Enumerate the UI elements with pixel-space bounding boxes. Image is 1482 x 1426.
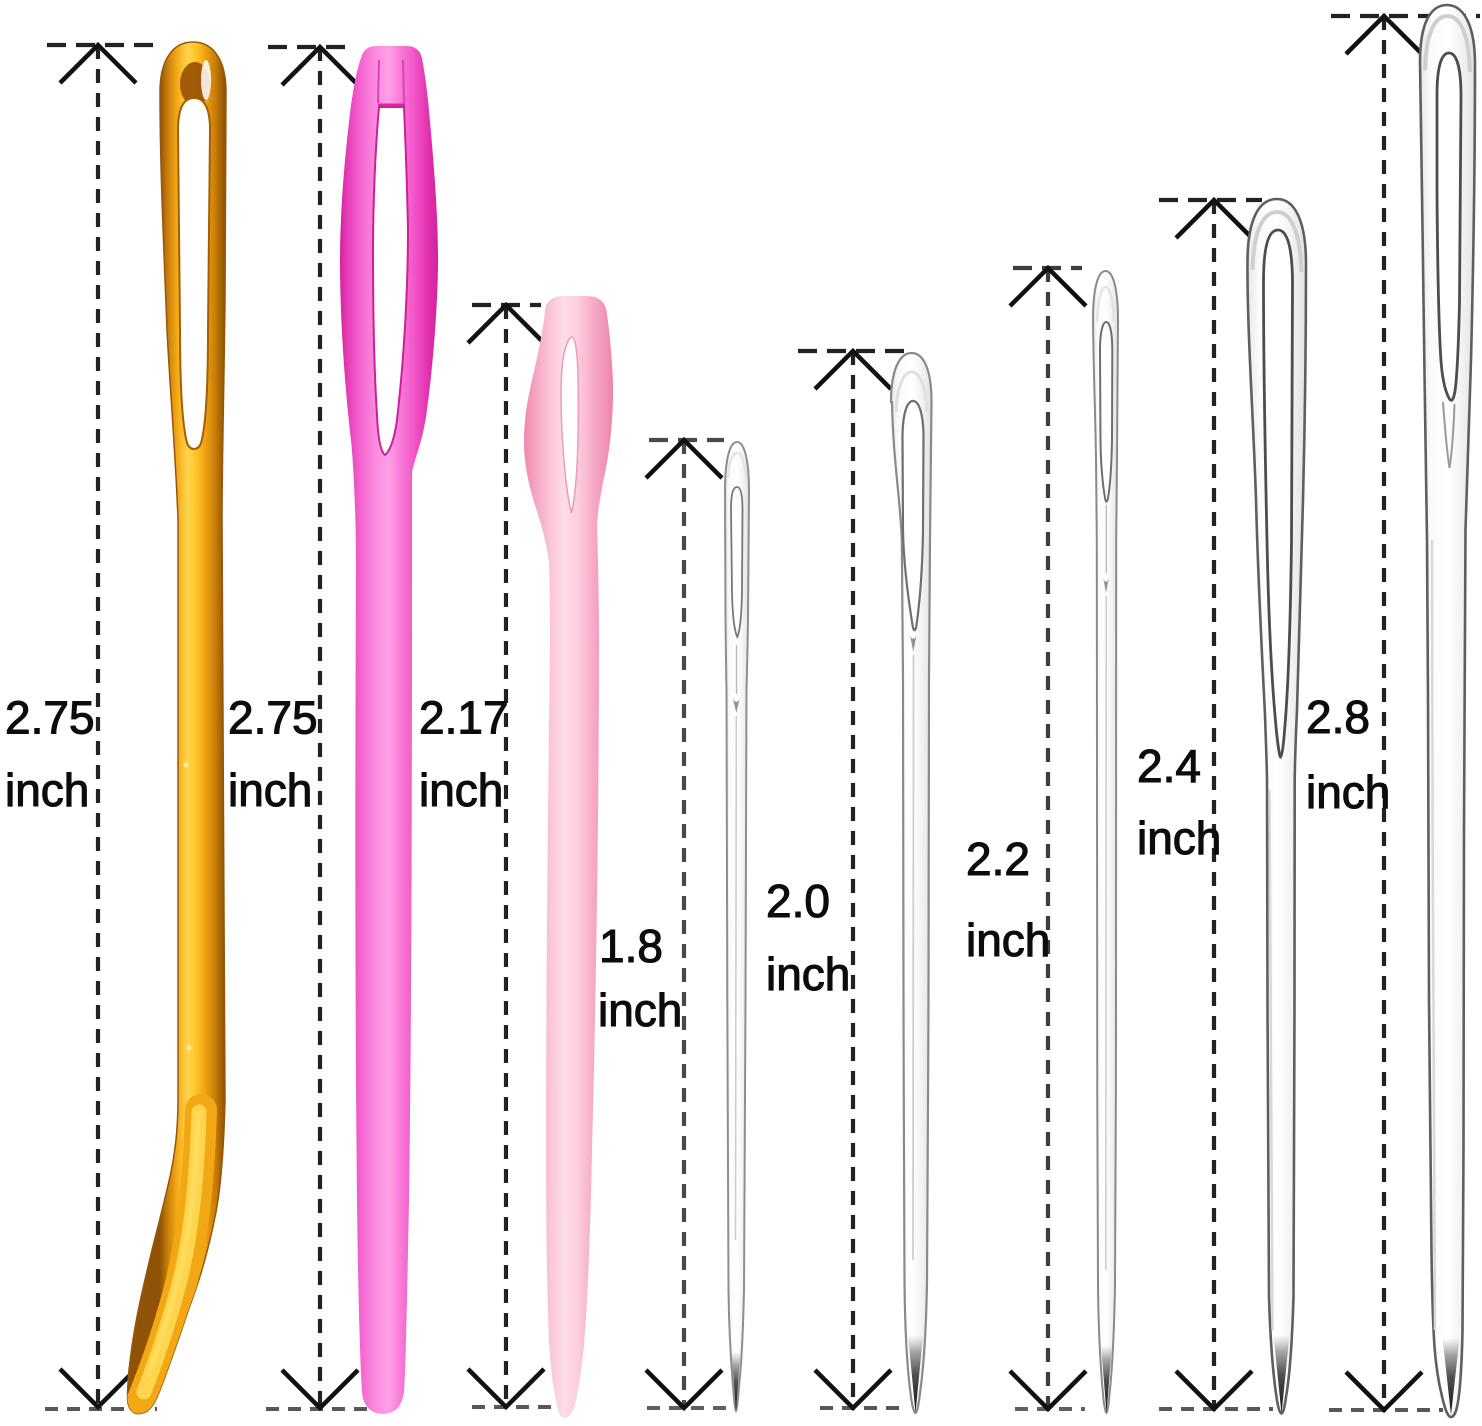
svg-text:inch: inch — [228, 764, 312, 816]
svg-text:2.75: 2.75 — [228, 692, 318, 744]
svg-text:inch: inch — [1306, 766, 1390, 818]
svg-text:1.8: 1.8 — [599, 920, 663, 972]
svg-text:2.17: 2.17 — [419, 692, 509, 744]
svg-text:inch: inch — [766, 948, 850, 1000]
svg-text:2.2: 2.2 — [966, 833, 1030, 885]
svg-text:inch: inch — [419, 764, 503, 816]
svg-text:inch: inch — [966, 914, 1050, 966]
svg-text:inch: inch — [5, 764, 89, 816]
svg-text:2.0: 2.0 — [766, 875, 830, 927]
svg-text:2.8: 2.8 — [1306, 691, 1370, 743]
svg-text:2.75: 2.75 — [5, 692, 95, 744]
svg-text:2.4: 2.4 — [1137, 740, 1201, 792]
svg-text:inch: inch — [598, 984, 682, 1036]
svg-text:inch: inch — [1137, 812, 1221, 864]
